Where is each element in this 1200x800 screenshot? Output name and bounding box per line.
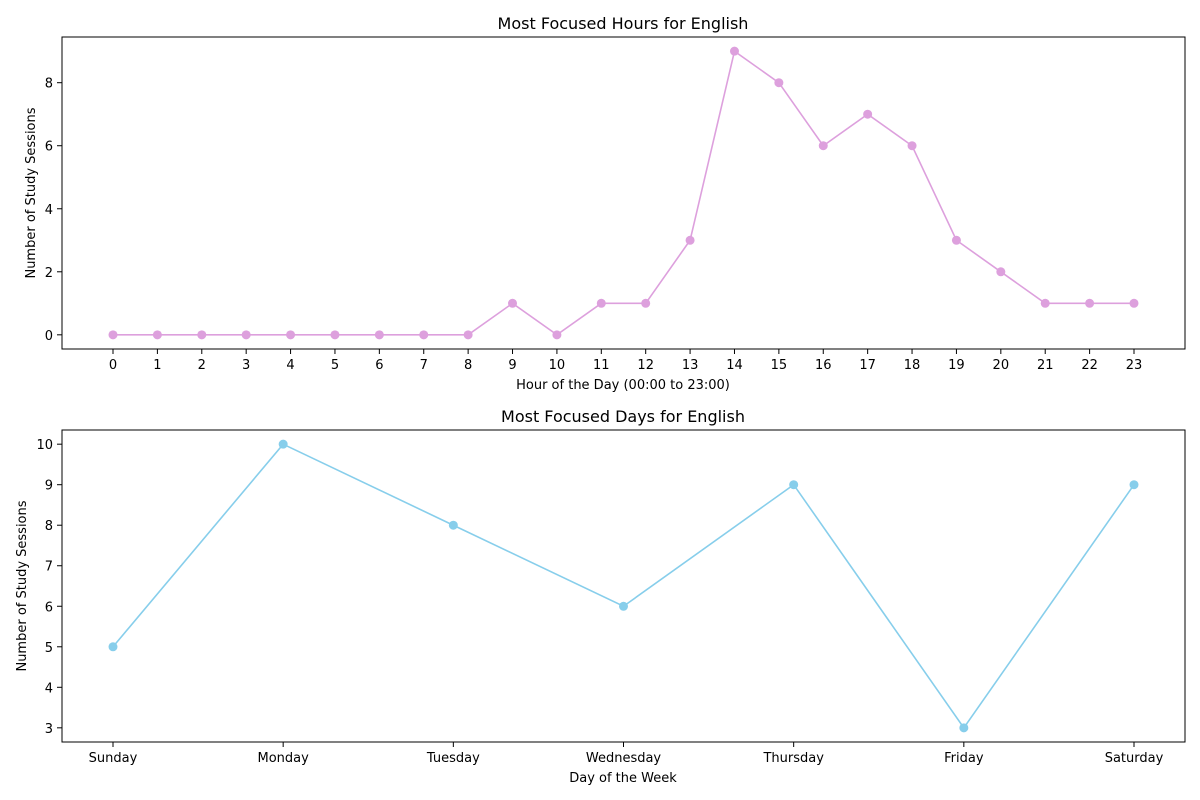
hours-data-point xyxy=(774,78,784,88)
hours-x-tick-label: 15 xyxy=(771,358,788,373)
hours-data-point xyxy=(951,235,961,245)
hours-x-tick-label: 20 xyxy=(993,358,1010,373)
hours-x-tick-label: 17 xyxy=(859,358,876,373)
hours-data-point xyxy=(641,298,651,308)
hours-x-tick-label: 16 xyxy=(815,358,832,373)
hours-data-point xyxy=(729,46,739,56)
hours-x-tick-label: 10 xyxy=(549,358,566,373)
hours-data-point xyxy=(152,330,162,340)
hours-data-point xyxy=(286,330,296,340)
hours-y-tick-label: 8 xyxy=(45,77,53,92)
days-y-tick-label: 8 xyxy=(45,519,53,534)
hours-chart-axes xyxy=(61,36,1186,350)
hours-data-point xyxy=(419,330,429,340)
hours-data-point xyxy=(1129,298,1139,308)
hours-x-tick-label: 23 xyxy=(1126,358,1143,373)
hours-data-point xyxy=(863,109,873,119)
hours-y-tick-label: 0 xyxy=(45,329,53,344)
hours-x-tick-label: 6 xyxy=(375,358,383,373)
hours-x-tick-label: 2 xyxy=(198,358,206,373)
hours-data-point xyxy=(1040,298,1050,308)
days-series-line xyxy=(112,443,1135,730)
hours-data-point xyxy=(108,330,118,340)
days-y-tick-label: 5 xyxy=(45,641,53,656)
days-data-point xyxy=(619,601,628,611)
days-data-point xyxy=(959,723,969,733)
hours-y-tick-label: 6 xyxy=(45,140,53,155)
days-chart-axes xyxy=(61,429,1186,743)
days-x-tick-label: Monday xyxy=(258,751,310,766)
hours-x-tick-label: 18 xyxy=(904,358,921,373)
hours-data-point xyxy=(508,298,518,308)
hours-x-tick-label: 1 xyxy=(153,358,161,373)
days-y-tick-label: 4 xyxy=(45,681,53,696)
hours-data-point xyxy=(907,141,917,151)
days-data-point xyxy=(108,642,118,652)
days-y-tick-label: 6 xyxy=(45,600,53,615)
hours-chart-series xyxy=(108,46,1139,340)
hours-x-tick-label: 8 xyxy=(464,358,472,373)
days-data-point xyxy=(789,480,799,490)
days-data-point xyxy=(1129,480,1139,490)
days-y-tick-label: 10 xyxy=(36,438,53,453)
days-chart-ylabel: Number of Study Sessions xyxy=(15,500,30,671)
hours-x-tick-label: 7 xyxy=(420,358,428,373)
days-data-point xyxy=(448,520,458,530)
hours-x-tick-label: 4 xyxy=(286,358,294,373)
hours-y-tick-label: 4 xyxy=(45,203,53,218)
days-x-tick-label: Sunday xyxy=(89,751,138,766)
days-chart-title: Most Focused Days for English xyxy=(501,407,745,426)
days-y-tick-label: 9 xyxy=(45,479,53,494)
hours-data-point xyxy=(996,267,1006,277)
hours-data-point xyxy=(463,330,473,340)
hours-x-tick-label: 22 xyxy=(1081,358,1098,373)
hours-x-tick-label: 3 xyxy=(242,358,250,373)
hours-x-tick-label: 19 xyxy=(948,358,965,373)
hours-x-tick-label: 0 xyxy=(109,358,117,373)
hours-data-point xyxy=(330,330,340,340)
days-y-tick-label: 7 xyxy=(45,560,53,575)
hours-data-point xyxy=(241,330,251,340)
hours-data-point xyxy=(596,298,606,308)
days-data-point xyxy=(278,439,288,449)
hours-y-tick-label: 2 xyxy=(45,266,53,281)
hours-data-point xyxy=(374,330,384,340)
hours-data-point xyxy=(1085,298,1095,308)
hours-chart-ylabel: Number of Study Sessions xyxy=(24,107,39,278)
days-x-tick-label: Tuesday xyxy=(426,751,480,766)
days-x-tick-label: Friday xyxy=(944,751,984,766)
hours-x-tick-label: 11 xyxy=(593,358,610,373)
hours-x-tick-label: 12 xyxy=(637,358,654,373)
hours-chart-title: Most Focused Hours for English xyxy=(498,14,749,33)
hours-x-tick-label: 14 xyxy=(726,358,743,373)
days-y-tick-label: 3 xyxy=(45,722,53,737)
days-chart-xlabel: Day of the Week xyxy=(569,771,677,786)
hours-chart-xlabel: Hour of the Day (00:00 to 23:00) xyxy=(516,378,730,393)
days-x-tick-label: Thursday xyxy=(762,751,824,766)
hours-x-tick-label: 5 xyxy=(331,358,339,373)
hours-x-tick-label: 21 xyxy=(1037,358,1054,373)
hours-data-point xyxy=(552,330,562,340)
hours-chart-ticks: 0 1 2 3 4 5 6 7 8 9 10 11 12 13 14 15 16 17 18 19 20 21 22 2302… xyxy=(45,77,1143,373)
hours-x-tick-label: 13 xyxy=(682,358,699,373)
days-x-tick-label: Saturday xyxy=(1105,751,1164,766)
hours-data-point xyxy=(685,235,695,245)
days-chart-series xyxy=(108,439,1139,733)
hours-series-line xyxy=(113,49,1134,336)
hours-data-point xyxy=(818,141,828,151)
days-chart: Most Focused Days for English Sunday Mond… xyxy=(15,407,1186,786)
hours-data-point xyxy=(197,330,207,340)
days-chart-ticks: Sunday Monday Tuesday Wednesday Thursday Frid… xyxy=(36,438,1163,766)
days-x-tick-label: Wednesday xyxy=(586,751,662,766)
hours-x-tick-label: 9 xyxy=(508,358,516,373)
